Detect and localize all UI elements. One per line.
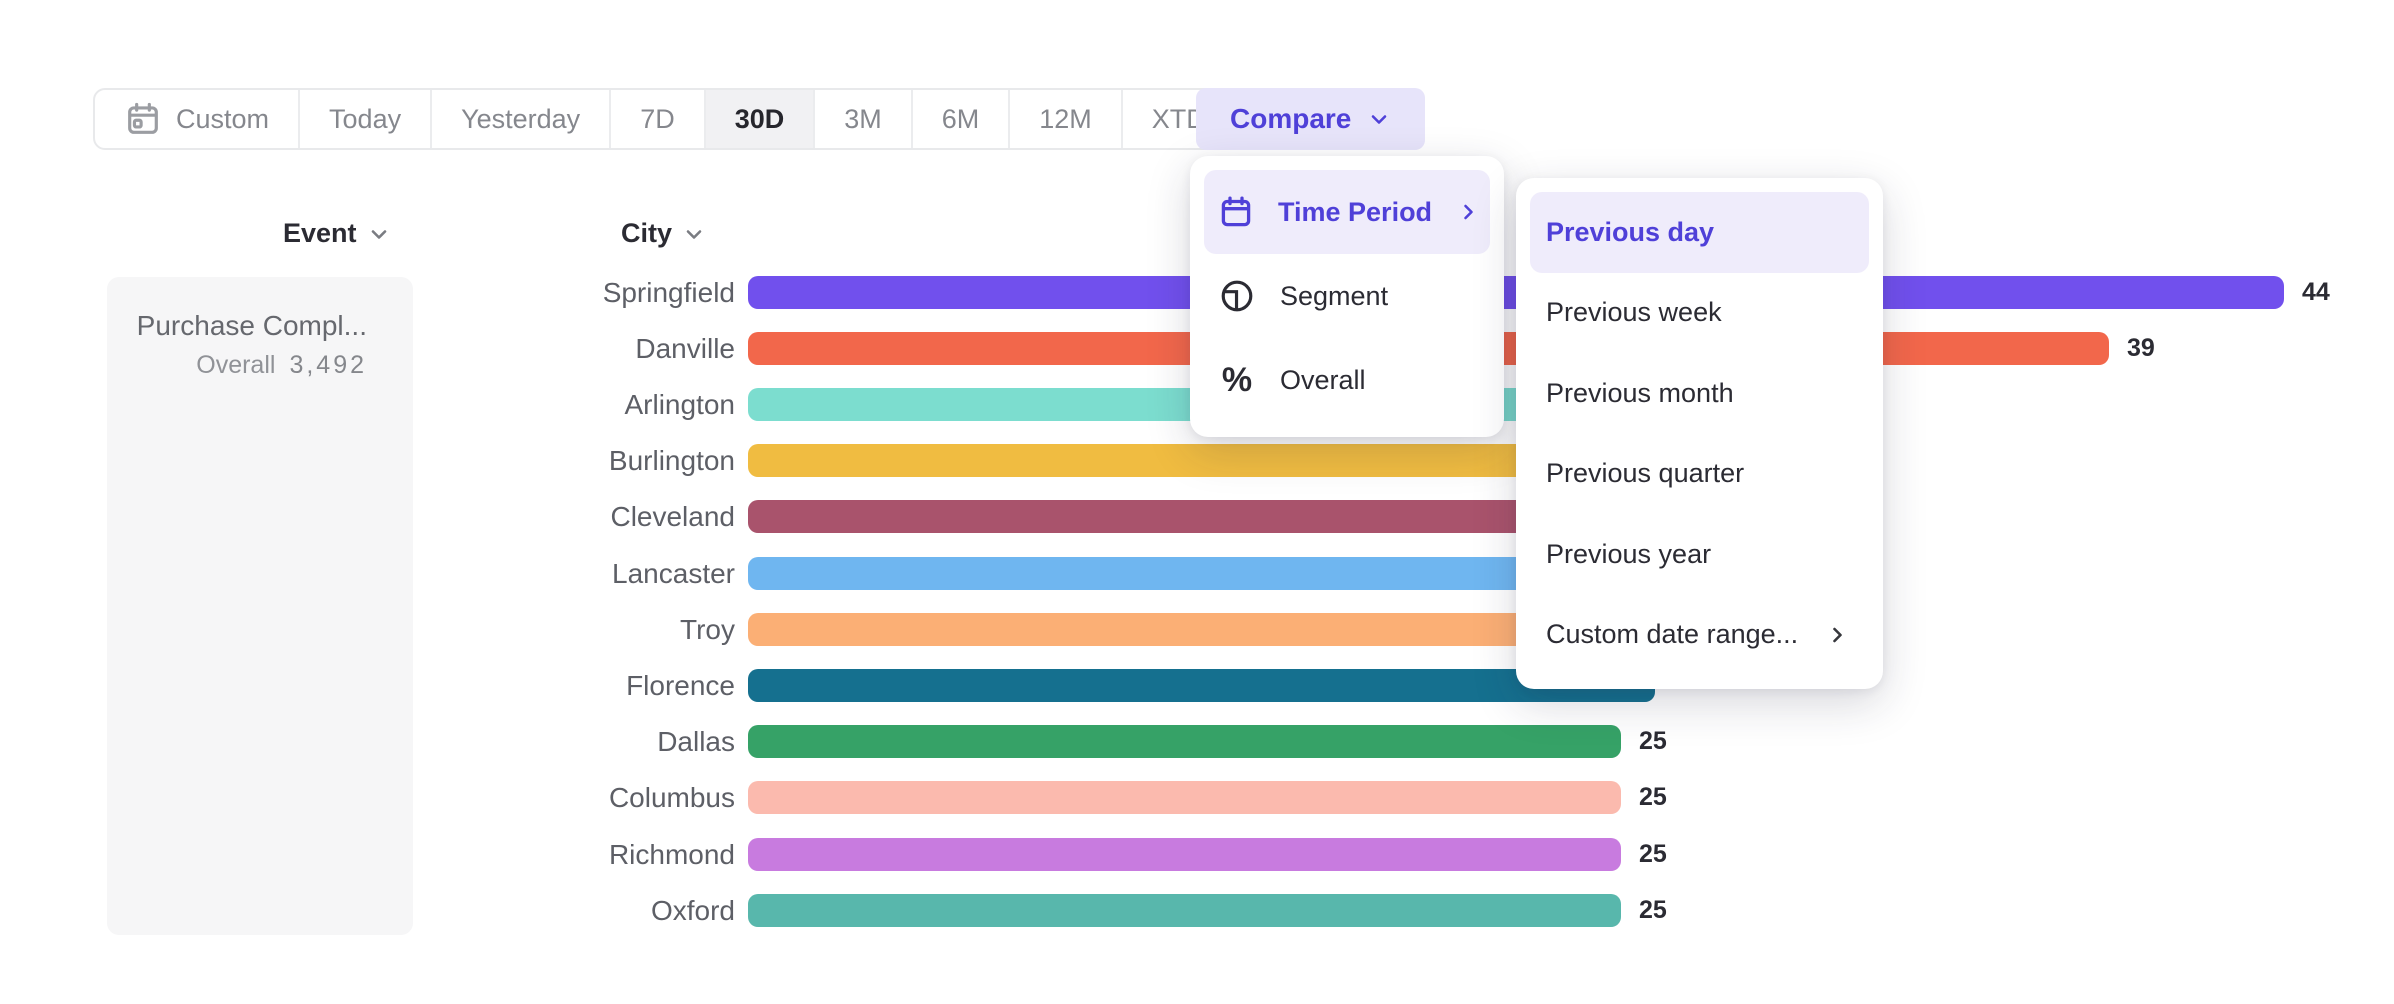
chevron-right-icon bbox=[1825, 623, 1849, 647]
menu-item-previous-week[interactable]: Previous week bbox=[1530, 273, 1869, 354]
overall-value: 3,492 bbox=[289, 351, 367, 379]
chevron-right-icon bbox=[1456, 200, 1480, 224]
bar-dallas[interactable] bbox=[748, 725, 1621, 758]
percent-icon: % bbox=[1221, 361, 1253, 400]
bar-florence[interactable] bbox=[748, 669, 1655, 702]
bar-troy[interactable] bbox=[748, 613, 1655, 646]
toolbar-button-label: 12M bbox=[1039, 103, 1092, 134]
calendar-icon bbox=[124, 100, 162, 138]
bar-label-dallas: Dallas bbox=[657, 726, 735, 757]
menu-item-previous-quarter[interactable]: Previous quarter bbox=[1530, 434, 1869, 515]
bar-label-oxford: Oxford bbox=[650, 895, 735, 926]
bar-label-lancaster: Lancaster bbox=[612, 558, 735, 589]
bar-label-burlington: Burlington bbox=[608, 445, 735, 476]
bar-value-springfield: 44 bbox=[2302, 278, 2330, 306]
bar-label-danville: Danville bbox=[635, 333, 735, 364]
event-column-header-label: Event bbox=[283, 218, 357, 248]
bar-value-danville: 39 bbox=[2127, 334, 2155, 362]
menu-item-label: Previous week bbox=[1546, 297, 1722, 328]
bar-value-richmond: 25 bbox=[1639, 840, 1667, 868]
toolbar-button-6m[interactable]: 6M bbox=[913, 90, 1011, 148]
bar-value-dallas: 25 bbox=[1639, 727, 1667, 755]
toolbar-button-7d[interactable]: 7D bbox=[611, 90, 706, 148]
bar-value-oxford: 25 bbox=[1639, 896, 1667, 924]
event-overall-row: Overall 3,492 bbox=[127, 351, 367, 380]
bar-columbus[interactable] bbox=[748, 781, 1621, 814]
bar-label-troy: Troy bbox=[680, 614, 735, 645]
menu-item-overall[interactable]: % Overall bbox=[1204, 339, 1490, 423]
bar-oxford[interactable] bbox=[748, 894, 1621, 927]
chevron-down-icon bbox=[367, 222, 391, 246]
segment-icon bbox=[1218, 277, 1256, 315]
bar-label-springfield: Springfield bbox=[602, 277, 735, 308]
menu-item-custom-date-range[interactable]: Custom date range... bbox=[1530, 595, 1869, 676]
menu-item-previous-year[interactable]: Previous year bbox=[1530, 514, 1869, 595]
toolbar-button-12m[interactable]: 12M bbox=[1010, 90, 1123, 148]
toolbar-button-30d[interactable]: 30D bbox=[705, 90, 816, 148]
menu-item-label: Previous year bbox=[1546, 538, 1712, 569]
compare-button-label: Compare bbox=[1230, 103, 1352, 134]
menu-item-previous-month[interactable]: Previous month bbox=[1530, 353, 1869, 434]
event-panel: Purchase Compl... Overall 3,492 bbox=[107, 277, 413, 935]
menu-item-label: Previous quarter bbox=[1546, 458, 1745, 489]
toolbar-button-today[interactable]: Today bbox=[300, 90, 433, 148]
toolbar-button-yesterday[interactable]: Yesterday bbox=[432, 90, 612, 148]
toolbar-button-label: 7D bbox=[640, 103, 675, 134]
bar-label-richmond: Richmond bbox=[608, 839, 735, 870]
menu-item-previous-day[interactable]: Previous day bbox=[1530, 192, 1869, 273]
overall-label: Overall bbox=[196, 351, 276, 379]
menu-item-time-period[interactable]: Time Period bbox=[1204, 170, 1490, 255]
time-period-submenu: Previous day Previous week Previous month P… bbox=[1516, 178, 1883, 689]
menu-item-label: Custom date range... bbox=[1546, 619, 1799, 650]
toolbar-button-label: Today bbox=[329, 103, 402, 134]
bar-label-cleveland: Cleveland bbox=[610, 501, 735, 532]
chevron-down-icon bbox=[682, 222, 706, 246]
city-column-header[interactable]: City bbox=[621, 218, 706, 249]
menu-item-label: Overall bbox=[1280, 365, 1366, 396]
menu-item-label: Previous day bbox=[1546, 216, 1715, 247]
toolbar-button-label: Yesterday bbox=[461, 103, 581, 134]
bar-richmond[interactable] bbox=[748, 838, 1621, 871]
toolbar-button-label: 3M bbox=[844, 103, 882, 134]
bar-label-columbus: Columbus bbox=[608, 782, 735, 813]
toolbar-button-label: Custom bbox=[176, 103, 270, 134]
event-column-header[interactable]: Event bbox=[283, 218, 391, 249]
compare-button[interactable]: Compare bbox=[1196, 88, 1426, 150]
toolbar-button-label: 6M bbox=[941, 103, 980, 134]
menu-item-segment[interactable]: Segment bbox=[1204, 254, 1490, 338]
compare-menu: Time Period Segment% Overall bbox=[1190, 156, 1504, 437]
bar-label-florence: Florence bbox=[626, 670, 735, 701]
calendar-icon bbox=[1218, 194, 1254, 230]
event-list-item[interactable]: Purchase Compl... bbox=[136, 310, 367, 341]
bar-label-arlington: Arlington bbox=[624, 389, 735, 420]
toolbar-button-custom[interactable]: Custom bbox=[95, 90, 301, 148]
toolbar-button-label: 30D bbox=[734, 103, 785, 134]
city-column-header-label: City bbox=[621, 218, 673, 248]
toolbar-button-3m[interactable]: 3M bbox=[815, 90, 913, 148]
menu-item-label: Previous month bbox=[1546, 377, 1734, 408]
chevron-down-icon bbox=[1367, 107, 1391, 131]
menu-item-label: Segment bbox=[1280, 280, 1389, 311]
date-range-toolbar: Custom Today Yesterday 7D 30D 3M 6M 12M XTD bbox=[93, 88, 1275, 150]
bar-value-columbus: 25 bbox=[1639, 783, 1667, 811]
menu-item-label: Time Period bbox=[1278, 196, 1433, 227]
